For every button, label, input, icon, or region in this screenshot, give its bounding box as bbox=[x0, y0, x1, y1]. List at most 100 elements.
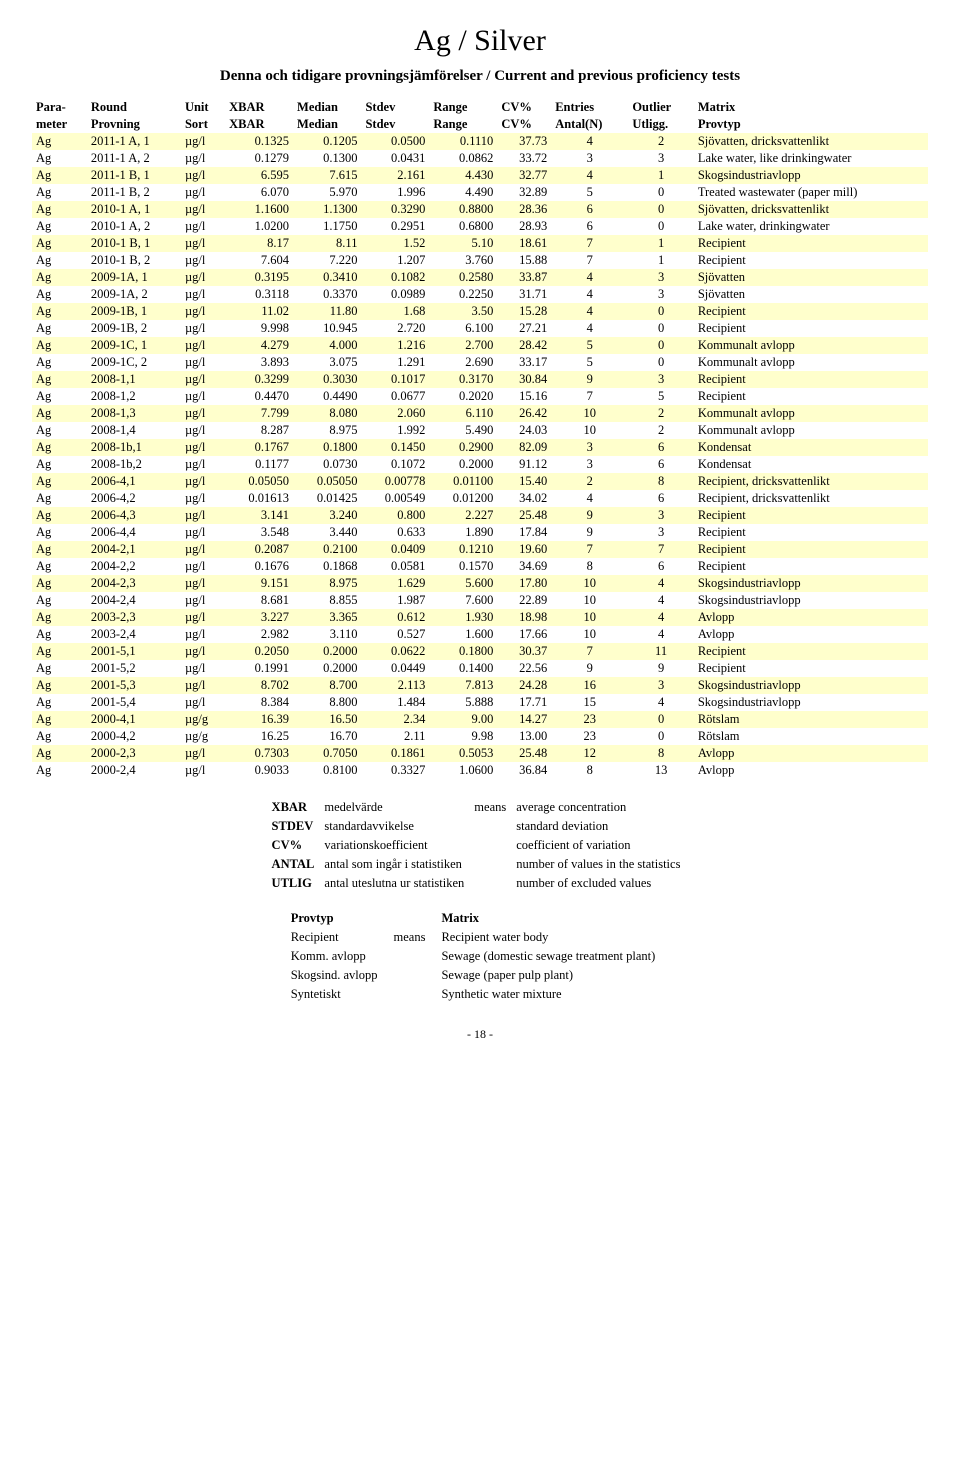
table-cell: 2008-1b,1 bbox=[87, 439, 181, 456]
table-cell: 0.1072 bbox=[361, 456, 429, 473]
table-cell: Recipient bbox=[694, 371, 928, 388]
table-cell: 9 bbox=[551, 660, 628, 677]
legend-cell: Synthetic water mixture bbox=[441, 986, 669, 1003]
table-cell: 15.16 bbox=[497, 388, 551, 405]
table-cell: 2 bbox=[551, 473, 628, 490]
table-cell: Avlopp bbox=[694, 762, 928, 779]
table-cell: 8.17 bbox=[225, 235, 293, 252]
table-row: Ag2010-1 A, 2µg/l1.02001.17500.29510.680… bbox=[32, 218, 928, 235]
table-cell: 17.66 bbox=[497, 626, 551, 643]
table-cell: Ag bbox=[32, 609, 87, 626]
table-cell: 2009-1B, 2 bbox=[87, 320, 181, 337]
table-cell: 32.77 bbox=[497, 167, 551, 184]
table-cell: Ag bbox=[32, 592, 87, 609]
table-cell: 2010-1 B, 1 bbox=[87, 235, 181, 252]
table-cell: 9.151 bbox=[225, 575, 293, 592]
table-cell: 2006-4,4 bbox=[87, 524, 181, 541]
table-row: Ag2009-1B, 1µg/l11.0211.801.683.5015.284… bbox=[32, 303, 928, 320]
table-cell: 32.89 bbox=[497, 184, 551, 201]
table-cell: Recipient bbox=[694, 507, 928, 524]
table-cell: 15.88 bbox=[497, 252, 551, 269]
table-cell: 4 bbox=[551, 490, 628, 507]
table-cell: 0 bbox=[628, 218, 694, 235]
table-cell: 6 bbox=[551, 201, 628, 218]
legend-cell: means bbox=[394, 929, 440, 946]
table-cell: 2003-2,4 bbox=[87, 626, 181, 643]
legend-cell: Sewage (domestic sewage treatment plant) bbox=[441, 948, 669, 965]
table-cell: 3 bbox=[551, 439, 628, 456]
table-cell: Kommunalt avlopp bbox=[694, 337, 928, 354]
table-cell: µg/l bbox=[181, 167, 225, 184]
table-cell: 24.03 bbox=[497, 422, 551, 439]
table-cell: 8 bbox=[628, 745, 694, 762]
table-cell: 0.2000 bbox=[293, 660, 361, 677]
table-cell: Ag bbox=[32, 626, 87, 643]
table-row: Ag2011-1 B, 1µg/l6.5957.6152.1614.43032.… bbox=[32, 167, 928, 184]
table-cell: 5 bbox=[551, 184, 628, 201]
table-cell: 0.0862 bbox=[429, 150, 497, 167]
table-cell: 5.10 bbox=[429, 235, 497, 252]
table-cell: 0.4470 bbox=[225, 388, 293, 405]
table-cell: 2010-1 A, 1 bbox=[87, 201, 181, 218]
table-cell: 18.61 bbox=[497, 235, 551, 252]
table-cell: µg/l bbox=[181, 405, 225, 422]
legend-cell: CV% bbox=[272, 837, 323, 854]
legend-cell: Skogsind. avlopp bbox=[291, 967, 392, 984]
table-cell: µg/l bbox=[181, 269, 225, 286]
table-cell: 9.98 bbox=[429, 728, 497, 745]
column-header: Outlier bbox=[628, 99, 694, 116]
column-header: Sort bbox=[181, 116, 225, 133]
table-cell: µg/l bbox=[181, 541, 225, 558]
table-cell: 0.4490 bbox=[293, 388, 361, 405]
table-cell: 34.69 bbox=[497, 558, 551, 575]
table-cell: 12 bbox=[551, 745, 628, 762]
table-cell: µg/l bbox=[181, 252, 225, 269]
table-cell: 4 bbox=[628, 592, 694, 609]
table-cell: 0.1450 bbox=[361, 439, 429, 456]
table-row: Ag2010-1 A, 1µg/l1.16001.13000.32900.880… bbox=[32, 201, 928, 218]
table-cell: Lake water, drinkingwater bbox=[694, 218, 928, 235]
table-cell: 2.060 bbox=[361, 405, 429, 422]
table-cell: 16.50 bbox=[293, 711, 361, 728]
table-row: Ag2000-2,4µg/l0.90330.81000.33271.060036… bbox=[32, 762, 928, 779]
table-cell: µg/l bbox=[181, 388, 225, 405]
column-header: Unit bbox=[181, 99, 225, 116]
table-cell: µg/l bbox=[181, 371, 225, 388]
table-cell: 3.141 bbox=[225, 507, 293, 524]
table-cell: Recipient bbox=[694, 252, 928, 269]
table-cell: 0.00549 bbox=[361, 490, 429, 507]
table-cell: 8.800 bbox=[293, 694, 361, 711]
table-body: Ag2011-1 A, 1µg/l0.13250.12050.05000.111… bbox=[32, 133, 928, 779]
table-cell: 0.7303 bbox=[225, 745, 293, 762]
table-cell: Ag bbox=[32, 473, 87, 490]
table-cell: 0.0622 bbox=[361, 643, 429, 660]
table-cell: 10 bbox=[551, 422, 628, 439]
table-cell: Ag bbox=[32, 541, 87, 558]
table-cell: 9.998 bbox=[225, 320, 293, 337]
page-subtitle: Denna och tidigare provningsjämförelser … bbox=[32, 68, 928, 85]
table-cell: 0 bbox=[628, 184, 694, 201]
table-cell: 2006-4,1 bbox=[87, 473, 181, 490]
table-cell: 0.0449 bbox=[361, 660, 429, 677]
table-row: Ag2003-2,4µg/l2.9823.1100.5271.60017.661… bbox=[32, 626, 928, 643]
column-header: Round bbox=[87, 99, 181, 116]
page-title: Ag / Silver bbox=[32, 24, 928, 58]
table-cell: 9 bbox=[628, 660, 694, 677]
table-cell: 0.8800 bbox=[429, 201, 497, 218]
table-cell: µg/g bbox=[181, 728, 225, 745]
table-cell: 25.48 bbox=[497, 507, 551, 524]
table-cell: 8.11 bbox=[293, 235, 361, 252]
table-row: Ag2010-1 B, 2µg/l7.6047.2201.2073.76015.… bbox=[32, 252, 928, 269]
table-cell: 13 bbox=[628, 762, 694, 779]
table-cell: 1 bbox=[628, 235, 694, 252]
table-cell: 7.220 bbox=[293, 252, 361, 269]
table-cell: 0 bbox=[628, 337, 694, 354]
table-cell: 2 bbox=[628, 422, 694, 439]
legend-row: SyntetisktSynthetic water mixture bbox=[291, 986, 670, 1003]
table-cell: Recipient bbox=[694, 303, 928, 320]
legend-cell: medelvärde bbox=[324, 799, 472, 816]
table-cell: 4 bbox=[551, 320, 628, 337]
table-cell: 25.48 bbox=[497, 745, 551, 762]
table-cell: µg/l bbox=[181, 473, 225, 490]
table-cell: 0 bbox=[628, 728, 694, 745]
